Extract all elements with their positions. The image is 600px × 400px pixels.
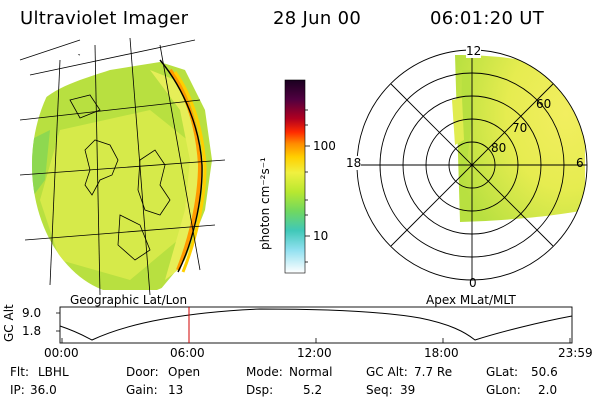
apex-panel-label: Apex MLat/MLT — [426, 293, 516, 307]
gain-label: Gain: — [126, 383, 158, 397]
glat-value: 50.6 — [531, 365, 558, 379]
instrument-title: Ultraviolet Imager — [20, 8, 189, 29]
mlt-label-right: 6 — [576, 156, 584, 170]
mlt-label-top: 12 — [466, 44, 482, 58]
gc-alt-label: GC Alt: — [366, 365, 408, 379]
mlat-label-60: 60 — [536, 97, 552, 111]
time-tick-0000: 00:00 — [44, 346, 79, 360]
dsp-value: 5.2 — [303, 383, 323, 397]
gain-value: 13 — [168, 383, 184, 397]
mlt-label-left: 18 — [346, 156, 362, 170]
geographic-image — [32, 35, 228, 295]
seq-value: 39 — [400, 383, 416, 397]
time-label: 06:01:20 UT — [430, 8, 545, 29]
altitude-axis-label: GC Alt — [2, 304, 16, 342]
colorbar-ticks — [305, 109, 310, 263]
time-tick-1800: 18:00 — [424, 346, 459, 360]
door-value: Open — [168, 365, 201, 379]
colorbar-unit-label: photon cm⁻²s⁻¹ — [258, 157, 272, 250]
glon-label: GLon: — [486, 383, 521, 397]
colorbar — [284, 79, 306, 274]
flt-label: Flt: — [10, 365, 29, 379]
time-tick-2359: 23:59 — [558, 346, 593, 360]
glat-label: GLat: — [486, 365, 519, 379]
mode-value: Normal — [289, 365, 333, 379]
date-label: 28 Jun 00 — [273, 8, 362, 29]
altitude-curve — [59, 308, 573, 341]
mlat-label-70: 70 — [512, 121, 528, 135]
ip-label: IP: — [10, 383, 25, 397]
glon-value: 2.0 — [538, 383, 558, 397]
flt-value: LBHL — [38, 365, 69, 379]
time-tick-0600: 06:00 — [170, 346, 205, 360]
seq-label: Seq: — [366, 383, 393, 397]
gc-alt-value: 7.7 Re — [414, 365, 453, 379]
colorbar-tick-10: 10 — [313, 229, 329, 243]
door-label: Door: — [126, 365, 159, 379]
polar-grid — [356, 49, 588, 281]
ip-value: 36.0 — [30, 383, 57, 397]
mlt-label-bottom: 0 — [469, 276, 477, 290]
dsp-label: Dsp: — [246, 383, 274, 397]
colorbar-tick-100: 100 — [313, 139, 336, 153]
time-tick-1200: 12:00 — [297, 346, 332, 360]
mlat-label-80: 80 — [491, 141, 507, 155]
geographic-grid — [19, 37, 226, 296]
geographic-panel-label: Geographic Lat/Lon — [70, 293, 188, 307]
altitude-ytick-max: 9.0 — [22, 306, 42, 320]
altitude-ytick-min: 1.8 — [22, 324, 42, 338]
mode-label: Mode: — [246, 365, 283, 379]
